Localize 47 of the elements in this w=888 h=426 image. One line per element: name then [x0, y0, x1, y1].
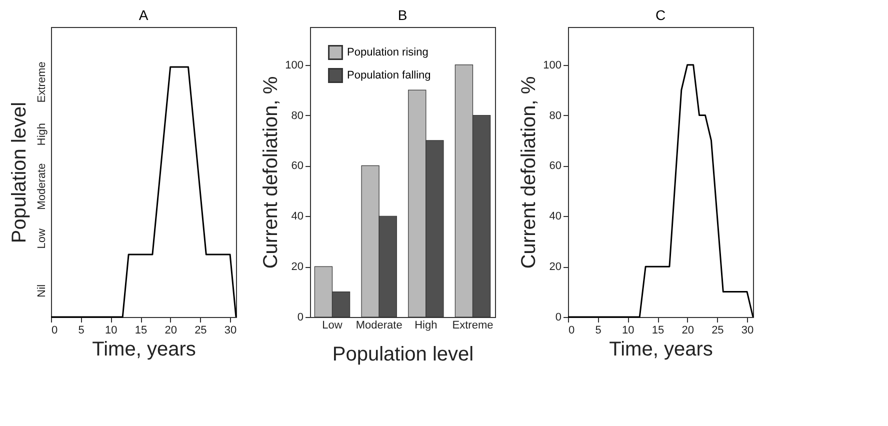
x-axis-title: Time, years: [92, 338, 196, 360]
legend-label: Population rising: [347, 46, 428, 58]
y-tick-label: 0: [555, 312, 562, 324]
x-axis-title: Population level: [332, 344, 474, 366]
text: Moderate: [36, 163, 48, 210]
y-tick-label: 40: [291, 210, 304, 223]
x-tick-label: 25: [194, 324, 207, 336]
text: Low: [36, 228, 48, 249]
y-tick-label: 100: [543, 59, 562, 72]
y-tick-label: 20: [291, 261, 304, 274]
chart-title: A: [138, 7, 149, 23]
x-tick-label: 5: [78, 324, 84, 336]
text: High: [36, 122, 48, 146]
x-tick-label: High: [414, 320, 438, 332]
text: Nil: [36, 284, 48, 298]
y-tick-label: 40: [549, 210, 562, 223]
x-tick-label: Extreme: [452, 320, 494, 332]
y-axis-title: Population level: [8, 102, 30, 244]
y-tick-label: 80: [549, 110, 562, 122]
y-tick-label: 60: [549, 160, 562, 172]
y-tick-label: 20: [549, 261, 562, 274]
x-tick-label: 15: [134, 324, 148, 336]
x-tick-label: 20: [682, 324, 694, 336]
x-tick-label: 10: [105, 324, 118, 336]
x-tick-label: 15: [652, 324, 664, 336]
x-tick-label: 30: [741, 324, 754, 336]
text: Extreme: [36, 62, 48, 103]
chart-title: B: [398, 7, 408, 23]
x-axis-title: Time, years: [609, 338, 713, 360]
x-tick-label: 10: [622, 324, 634, 336]
x-tick-label: 30: [224, 324, 237, 336]
line-series: [567, 64, 754, 318]
x-tick-label: 5: [595, 324, 602, 336]
chart-title: C: [655, 7, 666, 23]
x-tick-label: Low: [322, 320, 342, 332]
x-tick-label: 0: [568, 324, 575, 336]
y-tick-label: 100: [285, 59, 304, 72]
y-tick-label: 60: [291, 160, 304, 172]
y-axis-title: Current defoliation, %: [260, 76, 282, 269]
x-tick-label: 25: [712, 324, 724, 336]
x-tick-label: 0: [52, 324, 58, 336]
y-tick-label: 80: [291, 110, 304, 122]
y-tick-label: 0: [297, 312, 304, 324]
y-axis-title: Current defoliation, %: [518, 76, 540, 269]
legend-label: Population falling: [347, 70, 431, 82]
x-tick-label: 20: [164, 324, 177, 336]
x-tick-label: Moderate: [356, 320, 402, 332]
